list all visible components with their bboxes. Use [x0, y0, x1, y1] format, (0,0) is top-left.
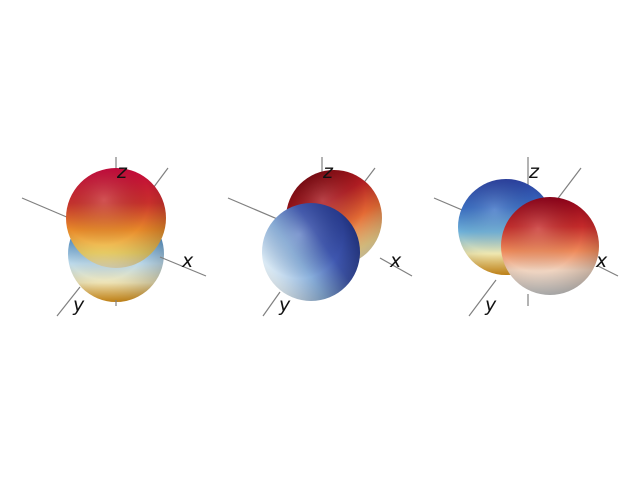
sphere-front-shade: [262, 203, 360, 301]
axis-label-y: y: [72, 294, 85, 316]
panel-right: z x y: [433, 157, 619, 317]
axis-x-front: [597, 265, 619, 277]
sphere-upper-shade: [66, 168, 166, 268]
axis-y-front: [468, 279, 497, 317]
axis-y-front: [262, 291, 281, 317]
panel-left: z x y: [21, 157, 207, 317]
sphere-front-shade: [501, 197, 599, 295]
axis-label-x: x: [181, 250, 194, 272]
axis-x-front: [379, 257, 413, 277]
axis-label-z: z: [528, 161, 540, 183]
axis-x-front: [159, 256, 207, 277]
axis-label-y: y: [278, 294, 291, 316]
axis-label-z: z: [322, 161, 334, 183]
axis-label-z: z: [116, 161, 128, 183]
panel-middle: z x y: [227, 157, 413, 317]
axis-label-y: y: [484, 294, 497, 316]
axis-label-x: x: [389, 250, 402, 272]
axis-y-front: [56, 286, 81, 317]
axis-label-x: x: [595, 250, 608, 272]
